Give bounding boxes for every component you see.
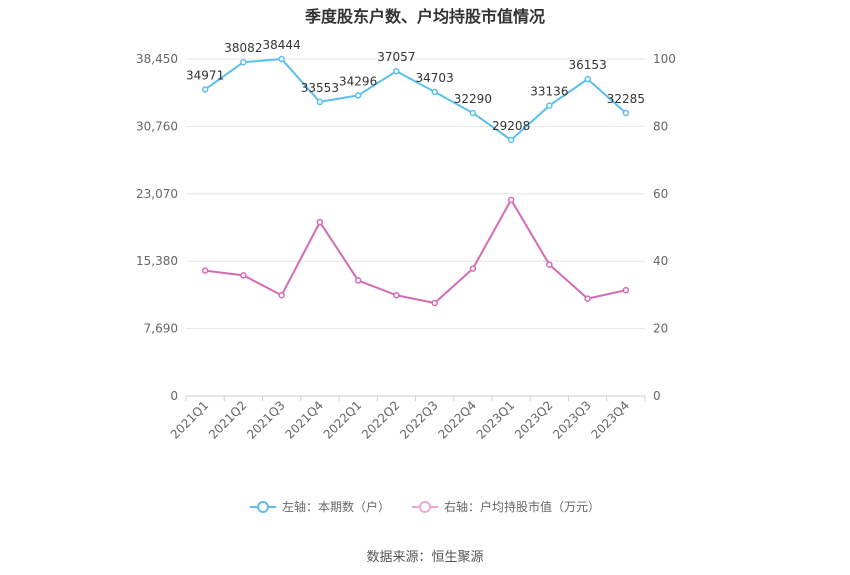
right-axis-tick-label: 80	[653, 119, 668, 133]
market-value-data-point	[507, 196, 515, 204]
households-data-label: 34703	[416, 71, 454, 85]
households-data-point	[240, 58, 247, 66]
households-data-point	[278, 55, 285, 63]
left-axis-tick-label: 7,690	[144, 322, 178, 336]
households-data-label: 34971	[186, 68, 224, 82]
households-data-point	[546, 102, 553, 109]
market-value-data-point	[431, 299, 438, 307]
left-axis-tick-label: 23,070	[136, 187, 178, 201]
right-axis-tick-label: 20	[653, 322, 668, 336]
market-value-series-line	[205, 198, 627, 304]
households-data-point	[354, 92, 362, 99]
households-data-label: 36153	[569, 58, 607, 72]
households-series-line	[204, 58, 627, 142]
x-axis-tick-label: 2021Q3	[244, 398, 288, 442]
market-value-data-point	[546, 261, 553, 268]
x-axis-tick-label: 2021Q2	[206, 398, 250, 442]
market-value-data-point	[584, 295, 591, 302]
legend-item-market-value[interactable]: 右轴：户均持股市值（万元）	[412, 498, 600, 515]
x-axis-tick-label: 2022Q2	[359, 398, 403, 442]
market-value-data-point	[622, 286, 630, 294]
households-data-label: 32285	[607, 92, 645, 106]
households-data-label: 32290	[454, 92, 492, 106]
market-value-data-point	[316, 218, 324, 226]
chart-title: 季度股东户数、户均持股市值情况	[304, 7, 545, 26]
households-data-point	[316, 98, 324, 106]
households-data-label: 29208	[492, 119, 530, 133]
legend: 左轴：本期数（户） 右轴：户均持股市值（万元）	[0, 498, 850, 515]
households-data-point	[507, 136, 515, 144]
legend-line-circle-icon	[249, 500, 276, 513]
source-note: 数据来源：恒生聚源	[366, 550, 484, 565]
households-data-point	[584, 75, 591, 83]
legend-label-households: 左轴：本期数（户）	[281, 500, 390, 514]
households-data-label: 38444	[263, 38, 301, 52]
market-value-data-point	[278, 291, 285, 299]
right-axis-tick-label: 100	[653, 52, 676, 66]
left-axis-tick-label: 30,760	[136, 119, 178, 133]
households-data-point	[469, 109, 477, 117]
right-axis-tick-label: 60	[653, 187, 668, 201]
left-axis-tick-label: 15,380	[136, 254, 178, 268]
households-data-label: 38082	[224, 41, 262, 55]
market-value-data-point	[393, 291, 400, 299]
x-axis-tick-label: 2023Q2	[512, 398, 556, 442]
legend-item-households[interactable]: 左轴：本期数（户）	[249, 498, 390, 515]
households-data-label: 37057	[377, 50, 415, 64]
households-data-point	[201, 86, 209, 93]
households-data-point	[622, 109, 630, 117]
legend-label-market-value: 右轴：户均持股市值（万元）	[444, 500, 601, 514]
households-data-label: 34296	[339, 74, 377, 88]
market-value-data-point	[201, 267, 209, 274]
x-axis-tick-label: 2021Q1	[168, 398, 212, 442]
households-data-point	[431, 88, 438, 96]
x-axis-tick-label: 2022Q3	[397, 398, 441, 442]
households-data-label: 33553	[301, 81, 339, 95]
x-axis-tick-label: 2023Q4	[588, 398, 632, 442]
x-axis-tick-label: 2022Q1	[321, 398, 365, 442]
legend-line-circle-icon	[412, 500, 438, 513]
x-axis-tick-label: 2022Q4	[435, 398, 479, 442]
market-value-data-point	[240, 272, 247, 279]
right-axis-tick-label: 40	[653, 254, 668, 268]
x-axis-tick-label: 2023Q3	[550, 398, 594, 442]
x-axis-tick-label: 2021Q4	[282, 398, 326, 442]
households-data-point	[393, 67, 400, 75]
right-axis-tick-label: 0	[653, 389, 661, 403]
market-value-data-point	[354, 277, 362, 284]
households-data-label: 33136	[530, 85, 568, 99]
market-value-data-point	[469, 265, 477, 272]
x-axis-tick-label: 2023Q1	[474, 398, 518, 442]
left-axis-tick-label: 38,450	[136, 52, 178, 66]
left-axis-tick-label: 0	[170, 389, 178, 403]
